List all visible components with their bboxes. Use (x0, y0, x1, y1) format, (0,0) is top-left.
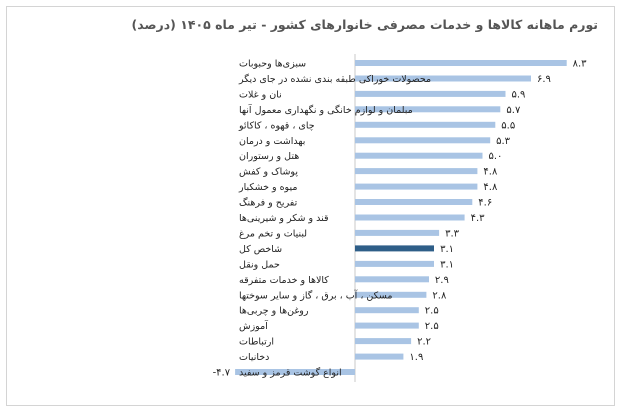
bar (235, 369, 355, 375)
value-label: ۳.۱ (440, 244, 454, 255)
bar (355, 276, 429, 283)
category-label: شاخص کل (239, 244, 282, 255)
value-label: ۵.۳ (496, 136, 511, 147)
value-label: ۵.۷ (506, 105, 521, 116)
category-label: حمل ونقل (239, 259, 280, 270)
category-label: مسکن ، آب ، برق ، گاز و سایر سوختها (239, 288, 392, 301)
bar (355, 338, 412, 345)
bar (355, 260, 434, 267)
category-label: مبلمان و لوازم خانگی و نگهداری معمول آنه… (239, 103, 413, 116)
category-label: قند و شکر و شیرینی‌ها (239, 213, 329, 224)
category-label: انواع گوشت قرمز و سفید (239, 367, 342, 379)
value-label: ۱.۹ (409, 352, 423, 363)
category-label: آموزش (239, 319, 268, 332)
bar (355, 214, 465, 221)
bar (355, 307, 419, 314)
category-label: میوه و خشکبار (238, 182, 297, 193)
category-label: پوشاک و کفش (239, 167, 298, 178)
bar (355, 199, 473, 205)
bar (355, 353, 404, 360)
bar (355, 229, 440, 236)
chart-title: تورم ماهانه کالاها و خدمات مصرفی خانواره… (131, 17, 598, 32)
value-label: ۲.۵ (425, 306, 439, 317)
bar (355, 75, 531, 82)
bar (355, 322, 419, 329)
category-label: دخانیات (239, 352, 269, 363)
value-label: ۲.۲ (417, 337, 431, 348)
category-label: کالاها و خدمات متفرقه (239, 275, 329, 286)
bar (355, 60, 567, 66)
value-label: -۴.۷ (213, 368, 231, 379)
bar (355, 291, 427, 298)
bar (355, 121, 496, 128)
category-label: سبزی‌ها وحبوبات (239, 59, 306, 70)
category-label: تفریح و فرهنگ (239, 197, 298, 209)
value-label: ۳.۳ (445, 228, 460, 239)
category-label: روغن‌ها و چربی‌ها (239, 306, 309, 317)
category-label: نان و غلات (239, 89, 282, 100)
value-label: ۳.۱ (440, 259, 454, 270)
value-label: ۵.۰ (489, 151, 503, 162)
value-label: ۴.۸ (483, 167, 498, 178)
bar-chart: سبزی‌ها وحبوبات ۸.۳ محصولات خوراکی طبقه بن… (213, 54, 588, 382)
bar (355, 137, 491, 144)
category-label: بهداشت و درمان (239, 136, 305, 147)
value-label: ۲.۸ (432, 290, 447, 301)
bar (355, 183, 478, 190)
bar (355, 90, 506, 97)
chart-frame: تورم ماهانه کالاها و خدمات مصرفی خانواره… (6, 6, 615, 406)
bar (355, 152, 483, 159)
bar-highlight (355, 245, 434, 252)
category-label: هتل و رستوران (239, 151, 299, 162)
value-label: ۲.۹ (435, 275, 449, 286)
bar (355, 168, 478, 175)
value-label: ۵.۹ (512, 89, 526, 100)
category-label: ارتباطات (239, 337, 274, 348)
category-label: لبنیات و تخم مرغ (239, 228, 307, 239)
value-label: ۴.۸ (483, 182, 498, 193)
value-label: ۲.۵ (425, 321, 439, 332)
value-label: ۸.۳ (573, 59, 588, 70)
category-label: محصولات خوراکی طبقه بندی نشده در جای دیگ… (238, 73, 431, 85)
value-label: ۴.۳ (471, 213, 486, 224)
bar (355, 106, 501, 113)
value-label: ۶.۹ (537, 74, 551, 85)
value-label: ۵.۵ (501, 120, 515, 131)
value-label: ۴.۶ (478, 198, 492, 209)
category-label: چای ، قهوه ، کاکائو (238, 120, 315, 131)
